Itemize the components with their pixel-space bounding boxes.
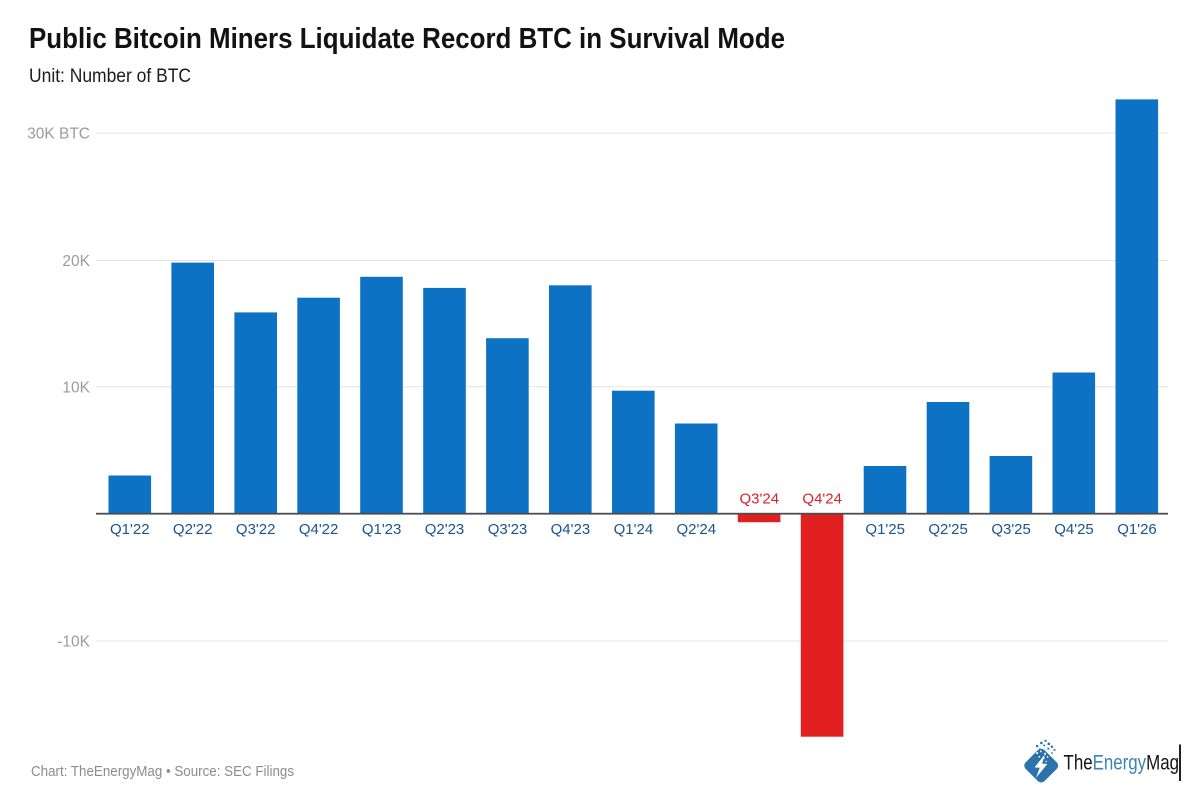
svg-text:Q2'23: Q2'23 [425,521,465,538]
svg-text:Q2'24: Q2'24 [677,521,717,538]
svg-text:Chart: TheEnergyMag • Source:: Chart: TheEnergyMag • Source: SEC Filing… [31,764,294,780]
svg-text:20K: 20K [62,253,90,270]
svg-text:Q3'25: Q3'25 [991,521,1031,538]
svg-text:Q3'23: Q3'23 [488,521,528,538]
svg-text:10K: 10K [62,379,90,396]
svg-text:30K BTC: 30K BTC [27,126,90,143]
svg-text:TheEnergyMag: TheEnergyMag [1064,752,1180,775]
svg-text:-10K: -10K [57,634,90,651]
svg-text:Q1'24: Q1'24 [614,521,654,538]
svg-text:Q3'24: Q3'24 [740,491,780,508]
svg-text:Q4'25: Q4'25 [1054,521,1094,538]
svg-text:Public Bitcoin Miners Liquidat: Public Bitcoin Miners Liquidate Record B… [29,23,785,55]
svg-text:Q2'25: Q2'25 [928,521,968,538]
svg-text:Q4'23: Q4'23 [551,521,591,538]
svg-text:Q1'25: Q1'25 [865,521,905,538]
svg-text:Unit: Number of BTC: Unit: Number of BTC [29,66,191,87]
svg-text:Q2'22: Q2'22 [173,521,213,538]
svg-text:Q3'22: Q3'22 [236,521,276,538]
svg-text:Q1'23: Q1'23 [362,521,402,538]
svg-text:Q4'24: Q4'24 [802,491,842,508]
svg-text:Q4'22: Q4'22 [299,521,339,538]
svg-text:Q1'22: Q1'22 [110,521,150,538]
svg-text:Q1'26: Q1'26 [1117,521,1157,538]
